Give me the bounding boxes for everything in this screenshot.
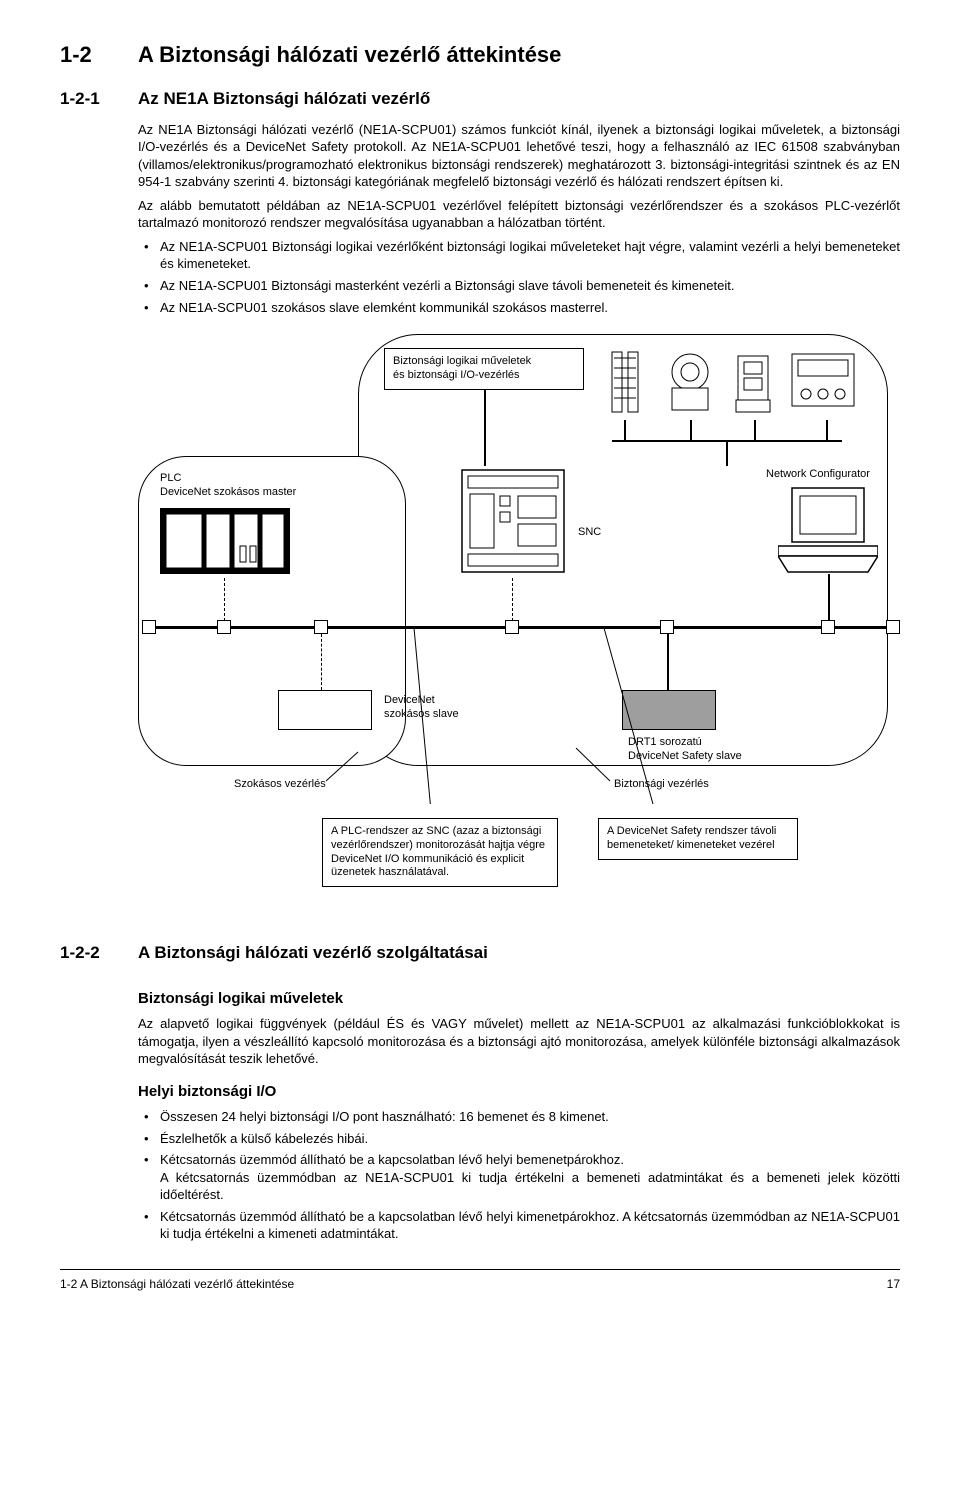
section-title: A Biztonsági hálózati vezérlő áttekintés…: [138, 40, 561, 70]
section-number: 1-2: [60, 40, 138, 70]
tap-icon: [505, 620, 519, 634]
list-item: Észlelhetők a külső kábelezés hibái.: [138, 1130, 900, 1148]
sub-heading: Helyi biztonsági I/O: [138, 1082, 900, 1102]
safety-ops-label: Biztonsági logikai műveletek és biztonsá…: [384, 348, 584, 390]
note-left-box: A PLC-rendszer az SNC (azaz a biztonsági…: [322, 818, 558, 887]
tap-icon: [821, 620, 835, 634]
dashed-wire: [224, 578, 225, 626]
wire: [667, 634, 669, 690]
subsection-title: Az NE1A Biztonsági hálózati vezérlő: [138, 88, 430, 111]
footer-left: 1-2 A Biztonsági hálózati vezérlő átteki…: [60, 1276, 294, 1292]
sub-heading: Biztonsági logikai műveletek: [138, 989, 900, 1009]
plc-icon: [160, 508, 290, 586]
wire: [754, 420, 756, 440]
netconf-label: Network Configurator: [766, 468, 870, 482]
wire: [484, 390, 486, 466]
paragraph: Az NE1A Biztonsági hálózati vezérlő (NE1…: [138, 121, 900, 191]
section-1-2-heading: 1-2 A Biztonsági hálózati vezérlő átteki…: [60, 40, 900, 88]
drt-box: [622, 690, 716, 730]
snc-icon: [458, 466, 568, 578]
wire: [828, 574, 830, 626]
section-1-2-2-heading: 1-2-2 A Biztonsági hálózati vezérlő szol…: [60, 942, 900, 975]
note-text: A DeviceNet Safety rendszer távoli bemen…: [607, 825, 776, 851]
terminator-icon: [886, 620, 900, 634]
pc-icon: [778, 486, 878, 576]
list-item: Kétcsatornás üzemmód állítható be a kapc…: [138, 1208, 900, 1243]
plc-label: PLC DeviceNet szokásos master: [160, 472, 340, 500]
page-footer: 1-2 A Biztonsági hálózati vezérlő átteki…: [60, 1269, 900, 1292]
dashed-wire: [512, 578, 513, 626]
section-1-2-1-heading: 1-2-1 Az NE1A Biztonsági hálózati vezérl…: [60, 88, 900, 121]
list-item: Összesen 24 helyi biztonsági I/O pont ha…: [138, 1108, 900, 1126]
wire: [624, 420, 626, 440]
subsection-title: A Biztonsági hálózati vezérlő szolgáltat…: [138, 942, 488, 965]
dashed-wire: [321, 634, 322, 690]
list-item: Az NE1A-SCPU01 Biztonsági masterként vez…: [138, 277, 900, 295]
footer-page-number: 17: [887, 1276, 900, 1292]
terminator-icon: [142, 620, 156, 634]
drt-label: DRT1 sorozatú DeviceNet Safety slave: [628, 736, 742, 764]
network-diagram: Biztonsági logikai műveletek és biztonsá…: [138, 334, 898, 924]
wire: [826, 420, 828, 440]
sensor-icons: [606, 348, 866, 426]
tap-icon: [660, 620, 674, 634]
list-item: Kétcsatornás üzemmód állítható be a kapc…: [138, 1151, 900, 1204]
wire: [690, 420, 692, 440]
subsection-number: 1-2-2: [60, 942, 138, 965]
bullet-list: Összesen 24 helyi biztonsági I/O pont ha…: [138, 1108, 900, 1243]
subsection-number: 1-2-1: [60, 88, 138, 111]
right-caption: Biztonsági vezérlés: [614, 778, 709, 792]
list-item: Az NE1A-SCPU01 szokásos slave elemként k…: [138, 299, 900, 317]
list-item: Az NE1A-SCPU01 Biztonsági logikai vezérl…: [138, 238, 900, 273]
note-text: A PLC-rendszer az SNC (azaz a biztonsági…: [331, 825, 545, 878]
label-text: Biztonsági logikai műveletek és biztonsá…: [393, 355, 531, 381]
bullet-list: Az NE1A-SCPU01 Biztonsági logikai vezérl…: [138, 238, 900, 316]
paragraph: Az alább bemutatott példában az NE1A-SCP…: [138, 197, 900, 232]
wire: [726, 440, 728, 466]
note-right-box: A DeviceNet Safety rendszer távoli bemen…: [598, 818, 798, 860]
snc-label: SNC: [578, 526, 601, 540]
dn-slave-box: [278, 690, 372, 730]
tap-icon: [314, 620, 328, 634]
tap-icon: [217, 620, 231, 634]
paragraph: Az alapvető logikai függvények (például …: [138, 1015, 900, 1068]
dn-slave-label: DeviceNet szokásos slave: [384, 694, 459, 722]
left-caption: Szokásos vezérlés: [234, 778, 326, 792]
